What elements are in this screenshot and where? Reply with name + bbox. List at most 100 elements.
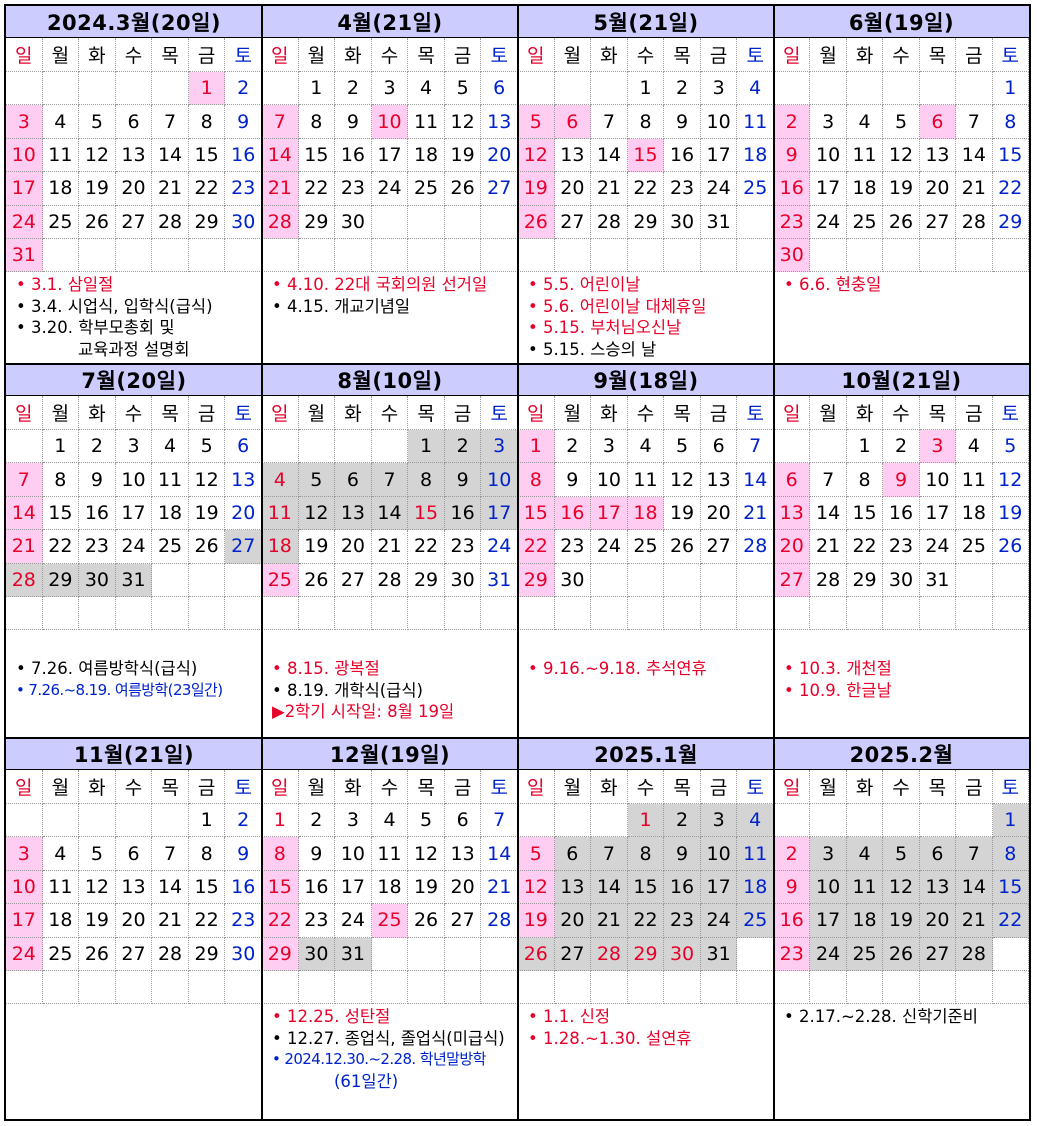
note-line: • 9.16.~9.18. 추석연휴 <box>528 659 707 679</box>
day-cell: 27 <box>774 563 811 597</box>
month-panel: 9월(18일) 일 월 화 수 목 금 토 1 2 3 4 5 6 7 8 9 10 11 12 13 14 15 16 17 1… <box>518 364 774 738</box>
empty-cell <box>591 72 628 106</box>
empty-cell <box>883 239 920 273</box>
day-cell: 1 <box>627 804 665 838</box>
weekday-label: 일 <box>262 38 299 72</box>
day-cell: 31 <box>335 937 372 971</box>
empty-cell <box>42 239 80 273</box>
day-cell: 14 <box>810 496 847 531</box>
empty-cell <box>846 971 884 1005</box>
day-cell: 17 <box>700 138 738 173</box>
month-title: 9월(18일) <box>518 364 774 396</box>
empty-cell <box>152 597 189 631</box>
day-cell: 8 <box>188 105 226 139</box>
weekday-label: 화 <box>335 770 372 804</box>
day-cell: 4 <box>627 430 665 464</box>
day-cell: 24 <box>700 172 738 206</box>
day-cell: 14 <box>591 138 628 173</box>
empty-cell <box>262 971 299 1005</box>
day-cell: 5 <box>298 463 336 497</box>
weekday-label: 토 <box>737 770 774 804</box>
day-cell: 10 <box>6 138 43 173</box>
weekday-label: 일 <box>262 396 299 430</box>
empty-cell <box>481 239 518 273</box>
day-cell: 27 <box>481 172 518 206</box>
day-cell: 4 <box>846 837 884 871</box>
empty-cell <box>518 597 555 631</box>
note-line: • 4.15. 개교기념일 <box>272 296 411 316</box>
month-title: 8월(10일) <box>262 364 518 396</box>
day-cell: 26 <box>298 563 336 597</box>
day-cell: 2 <box>79 430 116 464</box>
day-cell: 2 <box>774 837 811 871</box>
day-cell: 17 <box>6 172 43 206</box>
day-cell: 18 <box>627 496 665 531</box>
day-cell: 31 <box>700 937 738 971</box>
day-cell: 5 <box>664 430 701 464</box>
day-cell: 14 <box>737 463 774 497</box>
note-line: • 10.9. 한글날 <box>784 680 892 700</box>
day-cell: 12 <box>298 496 336 531</box>
weekday-label: 일 <box>6 396 43 430</box>
day-cell: 13 <box>115 138 153 173</box>
day-cell: 7 <box>737 430 774 464</box>
day-cell: 27 <box>335 563 372 597</box>
day-cell: 24 <box>810 937 847 971</box>
empty-cell <box>335 971 372 1005</box>
weekday-label: 목 <box>152 38 189 72</box>
weekday-label: 화 <box>335 38 372 72</box>
day-cell: 18 <box>737 870 774 905</box>
day-cell: 11 <box>371 837 409 871</box>
day-cell: 28 <box>481 904 518 938</box>
day-cell: 15 <box>408 496 445 531</box>
empty-cell <box>554 971 592 1005</box>
weekday-label: 월 <box>554 396 592 430</box>
day-cell: 10 <box>371 105 409 139</box>
empty-cell <box>115 804 153 838</box>
day-cell: 28 <box>591 937 628 971</box>
day-cell: 22 <box>262 904 299 938</box>
note-line: • 5.15. 부처님오신날 <box>528 318 682 338</box>
empty-cell <box>42 72 80 106</box>
day-cell: 1 <box>846 430 884 464</box>
month-panel: 2025.2월 일 월 화 수 목 금 토 1 2 3 4 5 6 7 8 9 10 11 12 13 14 15 16 17 1… <box>774 738 1029 1119</box>
day-cell: 7 <box>956 837 993 871</box>
day-cell: 8 <box>298 105 336 139</box>
day-cell: 26 <box>444 172 482 206</box>
day-cell: 16 <box>774 172 811 206</box>
weekday-label: 토 <box>481 38 518 72</box>
month-notes: • 1.1. 신정 • 1.28.~1.30. 설연휴 <box>518 1006 774 1049</box>
day-cell: 12 <box>444 105 482 139</box>
day-cell: 25 <box>408 172 445 206</box>
weekday-label: 목 <box>152 396 189 430</box>
column-divider <box>773 6 775 1119</box>
day-cell: 12 <box>992 463 1029 497</box>
day-cell: 13 <box>919 870 957 905</box>
row-divider <box>6 737 1029 739</box>
day-cell: 23 <box>298 904 336 938</box>
day-cell: 18 <box>42 172 80 206</box>
weekday-label: 일 <box>6 770 43 804</box>
day-cell: 8 <box>408 463 445 497</box>
month-notes: • 6.6. 현충일 <box>774 274 1029 296</box>
day-cell: 2 <box>225 804 262 838</box>
day-cell: 17 <box>810 172 847 206</box>
empty-cell <box>664 563 701 597</box>
empty-cell <box>518 239 555 273</box>
empty-cell <box>408 971 445 1005</box>
empty-cell <box>700 239 738 273</box>
day-cell: 24 <box>700 904 738 938</box>
weekday-label: 토 <box>481 770 518 804</box>
empty-cell <box>408 597 445 631</box>
weekday-label: 일 <box>262 770 299 804</box>
day-cell: 14 <box>481 837 518 871</box>
empty-cell <box>591 239 628 273</box>
empty-cell <box>188 971 226 1005</box>
empty-cell <box>79 804 116 838</box>
weekday-label: 금 <box>956 396 993 430</box>
day-cell: 19 <box>79 904 116 938</box>
day-cell: 6 <box>115 837 153 871</box>
month-panel: 11월(21일) 일 월 화 수 목 금 토 1 2 3 4 5 6 7 8 9 10 11 12 13 14 15 16 17… <box>6 738 262 1119</box>
day-cell: 20 <box>115 904 153 938</box>
day-cell: 26 <box>518 937 555 971</box>
